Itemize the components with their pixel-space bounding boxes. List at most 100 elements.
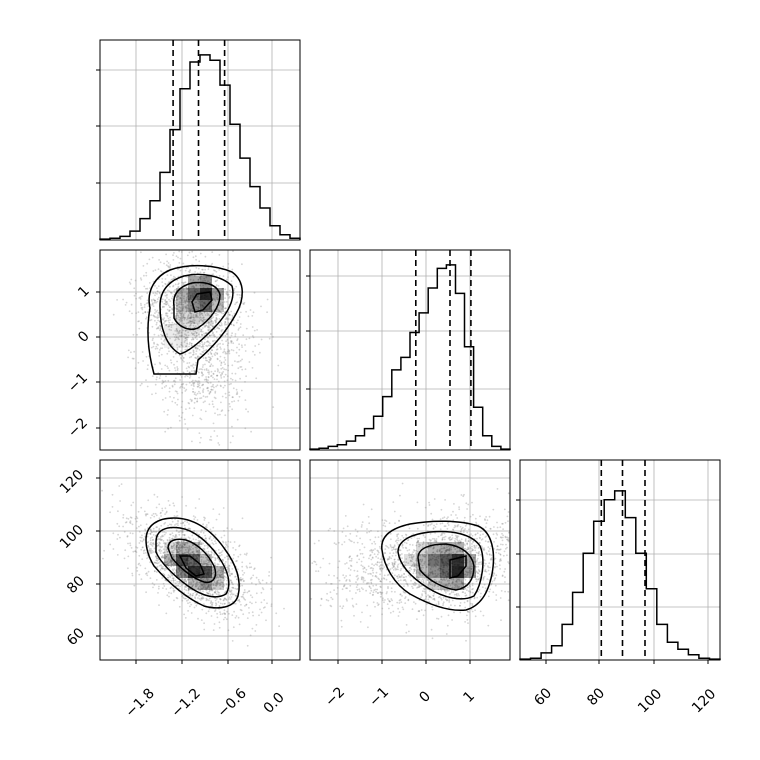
scatter-point: [345, 598, 348, 601]
scatter-point: [488, 547, 491, 550]
scatter-point: [228, 350, 230, 353]
scatter-point: [183, 312, 186, 314]
scatter-point: [314, 561, 317, 563]
scatter-point: [122, 514, 125, 516]
scatter-point: [177, 331, 180, 334]
scatter-point: [198, 498, 201, 500]
scatter-point: [228, 349, 231, 352]
scatter-point: [164, 320, 166, 323]
scatter-point: [130, 517, 133, 519]
scatter-point: [237, 329, 240, 331]
scatter-point: [183, 281, 186, 284]
scatter-point: [251, 326, 254, 328]
scatter-point: [475, 551, 478, 554]
scatter-point: [342, 605, 345, 608]
scatter-point: [495, 574, 498, 577]
scatter-point: [448, 606, 450, 609]
scatter-point: [403, 585, 405, 587]
scatter-point: [229, 541, 232, 543]
scatter-point: [167, 500, 170, 502]
scatter-point: [180, 343, 183, 346]
scatter-point: [361, 543, 364, 545]
scatter-point: [244, 399, 247, 401]
scatter-point: [130, 303, 133, 306]
scatter-point: [355, 535, 358, 537]
scatter-point: [341, 607, 344, 610]
scatter-point: [228, 596, 231, 599]
scatter-point: [209, 391, 212, 393]
scatter-point: [182, 301, 185, 303]
scatter-point: [145, 591, 148, 594]
scatter-point: [452, 528, 455, 531]
scatter-point: [167, 409, 170, 411]
scatter-point: [214, 533, 217, 536]
scatter-point: [217, 326, 219, 329]
scatter-point: [181, 308, 184, 311]
scatter-point: [176, 304, 179, 307]
scatter-point: [219, 598, 222, 601]
scatter-point: [216, 279, 219, 282]
scatter-point: [236, 338, 239, 340]
scatter-point: [216, 336, 218, 339]
scatter-point: [109, 543, 112, 546]
scatter-point: [159, 552, 162, 554]
scatter-point: [227, 369, 230, 372]
scatter-point: [167, 524, 170, 527]
scatter-point: [405, 547, 408, 550]
scatter-point: [199, 353, 202, 355]
scatter-point: [446, 522, 449, 525]
scatter-point: [383, 522, 386, 524]
scatter-point: [152, 530, 155, 533]
scatter-point: [176, 392, 179, 395]
scatter-point: [209, 357, 212, 360]
scatter-point: [178, 415, 181, 417]
scatter-point: [234, 575, 237, 578]
scatter-point: [245, 338, 248, 341]
scatter-point: [390, 590, 393, 593]
scatter-point: [171, 342, 174, 345]
scatter-point: [182, 356, 185, 359]
scatter-point: [187, 286, 190, 289]
scatter-point: [134, 279, 137, 282]
scatter-point: [184, 300, 187, 303]
scatter-point: [227, 409, 230, 412]
scatter-point: [237, 360, 240, 363]
scatter-point: [329, 591, 332, 594]
scatter-point: [230, 341, 233, 344]
scatter-point: [204, 314, 207, 316]
scatter-point: [442, 601, 445, 604]
scatter-point: [219, 602, 222, 605]
scatter-point: [127, 555, 130, 558]
scatter-point: [124, 549, 127, 552]
scatter-point: [215, 284, 218, 286]
scatter-point: [185, 581, 188, 583]
scatter-point: [219, 302, 222, 305]
scatter-point: [207, 389, 210, 392]
scatter-point: [153, 341, 155, 344]
scatter-point: [217, 285, 220, 287]
scatter-point: [181, 383, 184, 386]
scatter-point: [183, 387, 186, 390]
scatter-point: [196, 323, 199, 326]
scatter-point: [186, 428, 189, 431]
scatter-point: [145, 274, 148, 277]
scatter-point: [194, 347, 197, 350]
scatter-point: [378, 545, 381, 548]
scatter-point: [376, 564, 379, 566]
scatter-point: [151, 339, 154, 341]
scatter-point: [175, 255, 178, 258]
scatter-point: [112, 548, 115, 550]
scatter-point: [174, 524, 176, 526]
scatter-point: [187, 610, 190, 612]
scatter-point: [146, 311, 149, 314]
scatter-point: [231, 268, 234, 271]
scatter-point: [180, 357, 183, 360]
scatter-point: [250, 566, 253, 569]
scatter-point: [214, 557, 217, 559]
scatter-point: [399, 554, 402, 556]
scatter-point: [221, 301, 224, 304]
scatter-point: [111, 506, 114, 508]
scatter-point: [241, 346, 244, 348]
scatter-point: [224, 602, 226, 605]
scatter-point: [222, 265, 225, 268]
